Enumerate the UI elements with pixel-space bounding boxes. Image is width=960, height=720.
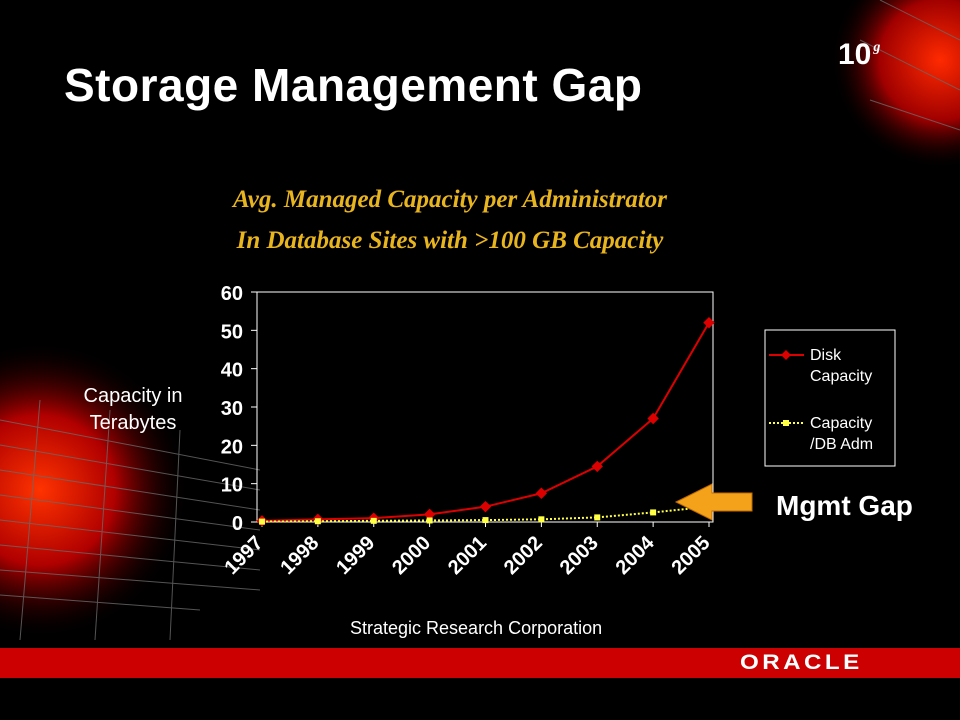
oracle-logo: ORACLE — [740, 651, 863, 674]
legend-label: Capacity — [810, 415, 872, 432]
chart-subtitle-line1: Avg. Managed Capacity per Administrator — [232, 186, 668, 213]
data-point-disk-capacity — [535, 487, 548, 499]
version-number: 10 — [838, 38, 872, 71]
version-superscript: g — [873, 40, 881, 55]
data-point-capacity-per-admin — [370, 517, 377, 524]
x-tick-label: 2001 — [444, 532, 491, 579]
chart-subtitle-line2: In Database Sites with >100 GB Capacity — [236, 227, 664, 254]
data-point-disk-capacity — [479, 500, 492, 513]
data-point-capacity-per-admin — [482, 517, 489, 524]
data-point-disk-capacity — [647, 412, 659, 425]
x-tick-label: 2002 — [500, 532, 547, 579]
x-tick-label: 2004 — [612, 531, 660, 579]
legend-marker-diamond — [781, 350, 791, 360]
legend-label: Capacity — [810, 368, 872, 385]
mgmt-gap-label: Mgmt Gap — [776, 490, 913, 521]
data-point-capacity-per-admin — [426, 517, 433, 524]
series-line-disk-capacity — [261, 322, 710, 522]
x-tick-label: 1998 — [276, 532, 323, 579]
gap-arrow-icon — [674, 483, 753, 521]
data-point-disk-capacity — [703, 316, 715, 329]
legend-marker-square — [783, 420, 789, 426]
legend-label: Disk — [810, 347, 842, 364]
data-point-disk-capacity — [591, 460, 603, 473]
plot-area — [256, 291, 714, 523]
version-badge: 10 g — [838, 38, 881, 72]
data-point-capacity-per-admin — [650, 509, 657, 516]
y-tick-label: 50 — [221, 321, 243, 343]
legend-label: /DB Adm — [810, 436, 873, 453]
x-tick-label: 2000 — [388, 532, 435, 579]
y-tick-label: 10 — [221, 475, 243, 497]
data-point-capacity-per-admin — [538, 516, 545, 523]
x-tick-label: 2003 — [556, 532, 603, 579]
data-point-capacity-per-admin — [594, 514, 601, 521]
y-tick-label: 40 — [221, 360, 243, 382]
x-tick-label: 2005 — [668, 532, 715, 579]
y-axis-label-line2: Terabytes — [90, 412, 177, 434]
x-tick-label: 1997 — [221, 532, 268, 579]
data-point-capacity-per-admin — [259, 518, 265, 525]
y-tick-label: 0 — [232, 513, 243, 535]
x-tick-label: 1999 — [332, 532, 379, 579]
y-axis-label-line1: Capacity in — [84, 385, 183, 407]
slide-title: Storage Management Gap — [64, 59, 643, 111]
data-point-capacity-per-admin — [314, 518, 321, 525]
series-line-capacity-per-admin — [261, 505, 710, 523]
footer-bar — [0, 648, 960, 678]
y-tick-label: 60 — [221, 283, 243, 305]
y-tick-label: 20 — [221, 436, 243, 458]
y-tick-label: 30 — [221, 398, 243, 420]
chart-source: Strategic Research Corporation — [350, 618, 603, 638]
